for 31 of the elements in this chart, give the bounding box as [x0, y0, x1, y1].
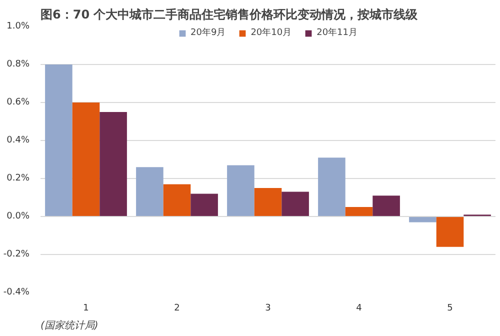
bar [372, 196, 400, 216]
x-tick-label: 5 [447, 304, 453, 314]
bar [163, 184, 191, 216]
y-tick-label: -0.4% [3, 288, 30, 298]
y-tick-label: 0.6% [6, 98, 30, 108]
bar [100, 112, 127, 216]
text: (国家统计局) [40, 320, 98, 332]
legend-label: 20年11月 [316, 26, 358, 39]
bar [345, 207, 373, 216]
bar [190, 194, 218, 216]
bar [136, 167, 164, 216]
x-tick-label: 1 [83, 304, 89, 314]
x-tick-label: 3 [265, 304, 271, 314]
bar [227, 165, 254, 216]
y-tick-label: 0.4% [6, 136, 30, 146]
x-tick-label: 4 [356, 304, 362, 314]
y-tick-label: 1.0% [6, 22, 30, 32]
bar [45, 64, 72, 216]
legend-label: 20年10月 [250, 26, 292, 39]
legend-label: 20年9月 [190, 26, 226, 39]
bar [436, 216, 464, 247]
bar [282, 192, 309, 216]
y-tick-label: 0.2% [6, 174, 30, 184]
bar [318, 158, 346, 216]
bar [72, 102, 100, 216]
chart-title: 图6：70 个大中城市二手商品住宅销售价格环比变动情况，按城市线级 [40, 8, 419, 22]
y-tick-label: 0.0% [6, 212, 30, 222]
y-tick-label: 0.8% [6, 60, 30, 70]
y-tick-label: -0.2% [3, 250, 30, 260]
bar [254, 188, 282, 216]
x-tick-label: 2 [174, 304, 180, 314]
